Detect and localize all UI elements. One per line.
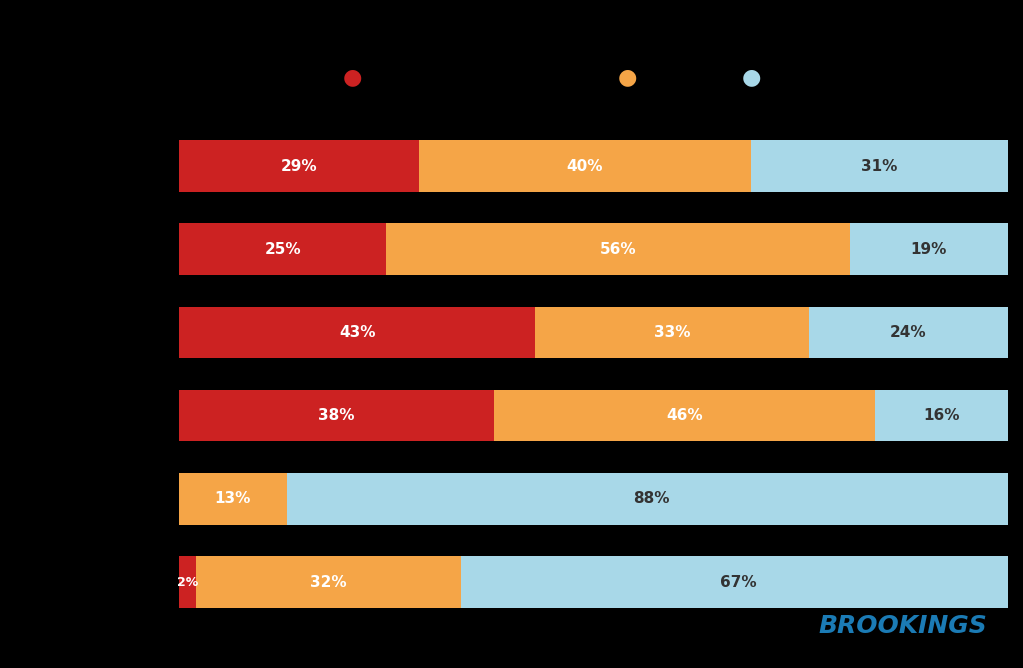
Text: 56%: 56% [599,242,636,257]
Text: ●: ● [618,67,636,87]
Text: 24%: 24% [890,325,927,340]
Text: BROOKINGS: BROOKINGS [818,614,987,638]
Text: 16%: 16% [923,408,960,424]
Bar [179,140,419,192]
Text: 2%: 2% [177,576,197,589]
Text: 46%: 46% [666,408,703,424]
Text: 40%: 40% [567,158,604,174]
Text: 19%: 19% [910,242,947,257]
Bar [809,307,1008,358]
Bar [494,390,875,442]
Text: 29%: 29% [281,158,317,174]
Text: 33%: 33% [654,325,691,340]
Text: 88%: 88% [633,492,670,506]
Bar [850,223,1008,275]
Text: 38%: 38% [318,408,355,424]
Text: 25%: 25% [264,242,301,257]
Text: 31%: 31% [861,158,897,174]
Text: 67%: 67% [720,574,757,590]
Bar [179,390,494,442]
Bar [387,223,850,275]
Text: ●: ● [344,67,362,87]
Bar [179,223,387,275]
Bar [286,473,1016,525]
Bar [179,307,535,358]
Bar [179,473,286,525]
Bar [195,556,460,608]
Text: 32%: 32% [310,574,347,590]
Bar [535,307,809,358]
Text: 43%: 43% [339,325,375,340]
Bar [460,556,1016,608]
Bar [419,140,751,192]
Bar [179,556,195,608]
Bar [875,390,1008,442]
Bar [751,140,1008,192]
Text: ●: ● [743,67,761,87]
Text: 13%: 13% [215,492,251,506]
